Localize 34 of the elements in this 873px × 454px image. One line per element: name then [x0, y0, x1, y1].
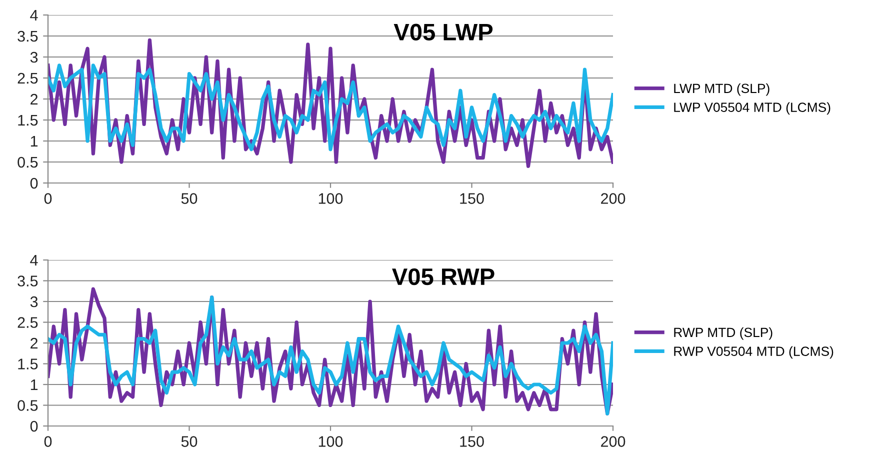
y-tick-label: 0.5: [18, 156, 38, 168]
legend-label: RWP V05504 MTD (LCMS): [674, 346, 834, 359]
y-tick-label: 1: [30, 136, 38, 147]
x-tick-label: 0: [44, 193, 52, 204]
x-tick-label: 0: [44, 436, 52, 447]
y-tick-label: 3: [30, 296, 38, 308]
x-tick-label: 200: [601, 436, 626, 447]
y-tick-label: 4: [30, 10, 38, 21]
x-tick-label: 100: [318, 193, 343, 204]
x-tick-label: 50: [181, 193, 198, 204]
y-tick-label: 4: [30, 255, 38, 266]
x-tick-label: 100: [318, 436, 343, 447]
y-tick-label: 2.5: [18, 317, 38, 328]
legend-label: RWP MTD (SLP): [674, 327, 772, 340]
y-tick-label: 0: [30, 178, 38, 189]
y-tick-label: 1.5: [18, 358, 38, 370]
x-tick-label: 150: [460, 436, 484, 447]
chart-title: V05 LWP: [394, 24, 493, 40]
y-tick-label: 2.5: [18, 72, 38, 84]
y-tick-label: 1.5: [18, 115, 38, 126]
legend-label: LWP V05504 MTD (LCMS): [674, 102, 830, 115]
y-tick-label: 1: [30, 380, 38, 390]
y-tick-label: 3.5: [18, 276, 38, 286]
y-tick-label: 3: [30, 52, 38, 63]
y-tick-label: 0.5: [18, 400, 38, 411]
y-tick-label: 2: [30, 338, 38, 349]
x-tick-label: 50: [181, 436, 198, 447]
legend-label: LWP MTD (SLP): [674, 83, 770, 96]
y-tick-label: 0: [30, 420, 38, 432]
x-tick-label: 200: [601, 193, 626, 204]
chart-title: V05 RWP: [392, 268, 494, 286]
y-tick-label: 2: [30, 94, 38, 105]
x-tick-label: 150: [460, 193, 484, 204]
y-tick-label: 3.5: [18, 30, 38, 42]
